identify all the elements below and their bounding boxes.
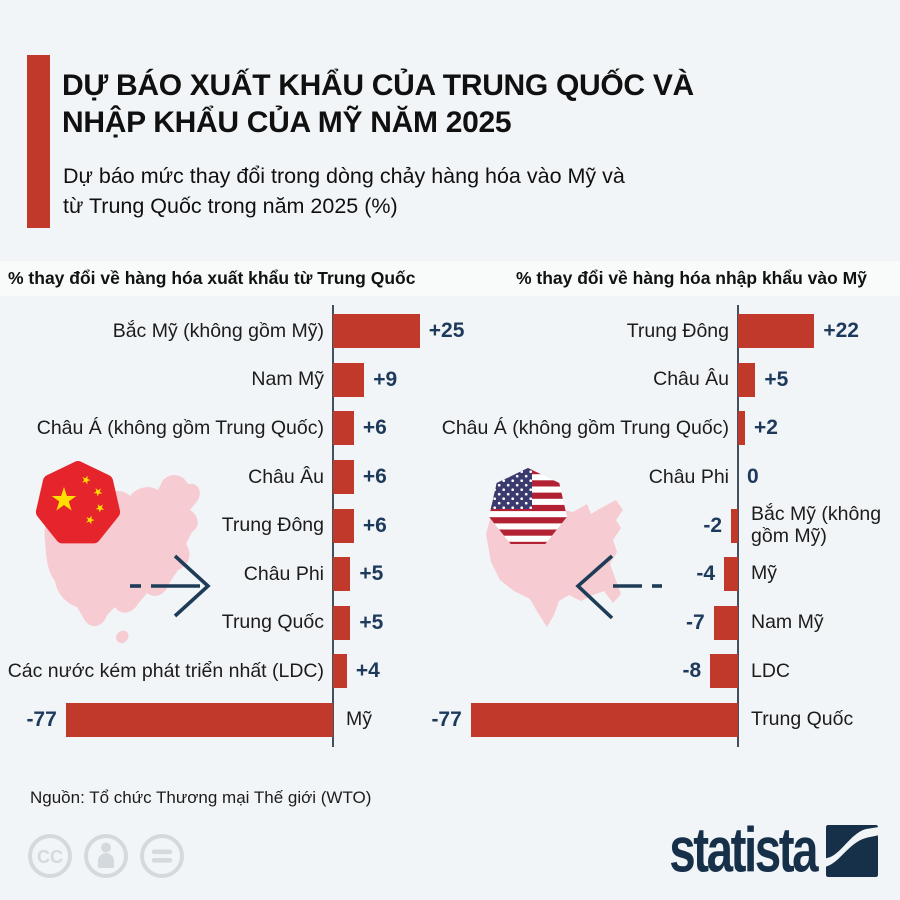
- source-note: Nguồn: Tổ chức Thương mại Thế giới (WTO): [30, 788, 372, 807]
- bar: [333, 314, 420, 349]
- category-label: Mỹ: [751, 562, 777, 585]
- no-derivatives-icon: [140, 834, 184, 878]
- title-accent-bar: [27, 55, 50, 228]
- value-label: +5: [764, 367, 789, 391]
- chart-row: Nam Mỹ +9: [0, 356, 450, 405]
- chart-row: Trung Quốc +5: [0, 599, 450, 648]
- category-label: Bắc Mỹ (không gồm Mỹ): [112, 319, 324, 342]
- category-label: Trung Quốc: [751, 708, 854, 731]
- category-label: Nam Mỹ: [751, 610, 824, 633]
- category-label: Các nước kém phát triển nhất (LDC): [7, 659, 324, 682]
- bar: [710, 654, 738, 689]
- bar: [333, 605, 351, 640]
- bar: [470, 703, 738, 738]
- value-label: +5: [359, 562, 384, 586]
- chart-row: Nam Mỹ -7: [450, 599, 900, 648]
- category-label: Châu Âu: [653, 368, 729, 391]
- statista-wordmark: statista: [669, 815, 818, 886]
- china-map-illustration: [35, 461, 211, 644]
- statista-logo: statista: [637, 815, 878, 886]
- category-label: Bắc Mỹ (không gồm Mỹ): [751, 502, 882, 547]
- chart-row: Châu Phi 0: [450, 453, 900, 502]
- bar: [738, 362, 756, 397]
- value-label: -77: [26, 708, 57, 732]
- category-label: Châu Âu: [248, 465, 324, 488]
- category-label: Châu Phi: [243, 562, 324, 585]
- category-label: Nam Mỹ: [251, 368, 324, 391]
- usa-map-illustration: [486, 468, 662, 627]
- left-chart-title: % thay đổi về hàng hóa xuất khẩu từ Trun…: [8, 268, 416, 288]
- category-label: Trung Đông: [626, 319, 729, 342]
- category-label: Châu Á (không gồm Trung Quốc): [441, 416, 729, 439]
- chart-row: Châu Âu +6: [0, 453, 450, 502]
- bar: [724, 557, 738, 592]
- chart-row: Châu Á (không gồm Trung Quốc) +6: [0, 404, 450, 453]
- bar: [731, 508, 738, 543]
- bar: [333, 557, 351, 592]
- value-label: +4: [355, 659, 380, 683]
- value-label: +6: [362, 416, 387, 440]
- bar: [738, 411, 745, 446]
- bar: [333, 508, 354, 543]
- right-chart-title: % thay đổi về hàng hóa nhập khẩu vào Mỹ: [515, 268, 867, 288]
- value-label: 0: [747, 465, 759, 489]
- category-label: Trung Quốc: [221, 611, 324, 634]
- value-label: +22: [823, 319, 859, 343]
- chart-row: Các nước kém phát triển nhất (LDC) +4: [0, 647, 450, 696]
- category-label: LDC: [751, 659, 791, 682]
- value-label: +2: [753, 416, 778, 440]
- export-right-arrow-icon: [130, 554, 211, 618]
- bar: [333, 411, 354, 446]
- bar: [333, 654, 347, 689]
- category-label: Trung Đông: [221, 514, 324, 537]
- category-label: Châu Phi: [648, 465, 729, 488]
- svg-text:CC: CC: [37, 847, 63, 867]
- value-label: +25: [428, 319, 465, 343]
- chart-row: Bắc Mỹ (không gồm Mỹ) +25: [0, 307, 464, 356]
- chart-row: Châu Phi +5: [0, 550, 450, 599]
- chart-row: Châu Âu +5: [450, 356, 900, 405]
- bar: [333, 362, 365, 397]
- value-label: +9: [373, 367, 398, 391]
- page-subtitle: Dự báo mức thay đổi trong dòng chảy hàng…: [63, 164, 625, 218]
- value-label: +5: [359, 610, 384, 634]
- bar: [713, 605, 738, 640]
- panel-header-band: [0, 261, 900, 296]
- bar: [65, 703, 333, 738]
- chart-row: Trung Đông +6: [0, 501, 450, 550]
- chart-row: Trung Đông +22: [450, 307, 900, 356]
- page-title: DỰ BÁO XUẤT KHẨU CỦA TRUNG QUỐC VÀ NHẬP …: [62, 69, 694, 139]
- value-label: -77: [431, 708, 462, 732]
- chart-row: Châu Á (không gồm Trung Quốc) +2: [441, 404, 900, 453]
- category-label: Châu Á (không gồm Trung Quốc): [36, 416, 324, 439]
- bar: [333, 460, 354, 495]
- china-flag-icon: [35, 461, 121, 544]
- chart-row: LDC -8: [450, 647, 900, 696]
- us-imports-chart: Trung Đông +22 Châu Âu +5 Châu Á (không gồm …: [431, 305, 900, 749]
- value-label: -2: [703, 513, 723, 537]
- chart-row: Mỹ -4: [450, 550, 900, 599]
- charts-area: Bắc Mỹ (không gồm Mỹ) +25 Nam Mỹ +9 Châu Á (…: [0, 305, 900, 749]
- bar: [738, 314, 815, 349]
- chart-row: Mỹ -77: [0, 696, 450, 745]
- value-label: +6: [362, 513, 387, 537]
- axis-line: [737, 305, 739, 747]
- chart-row: Bắc Mỹ (không gồm Mỹ) -2: [450, 501, 900, 550]
- value-label: -4: [696, 562, 716, 586]
- creative-commons-license: CC: [28, 834, 184, 878]
- value-label: -7: [686, 610, 705, 634]
- value-label: +6: [362, 465, 387, 489]
- cc-icon: [28, 834, 72, 878]
- china-exports-chart: Bắc Mỹ (không gồm Mỹ) +25 Nam Mỹ +9 Châu Á (…: [0, 305, 464, 749]
- statista-logo-mark-icon: [826, 825, 878, 877]
- value-label: -8: [682, 659, 702, 683]
- import-left-arrow-icon: [575, 554, 662, 620]
- attribution-person-icon: [84, 834, 128, 878]
- category-label: Mỹ: [346, 708, 372, 731]
- chart-row: Trung Quốc -77: [431, 696, 900, 745]
